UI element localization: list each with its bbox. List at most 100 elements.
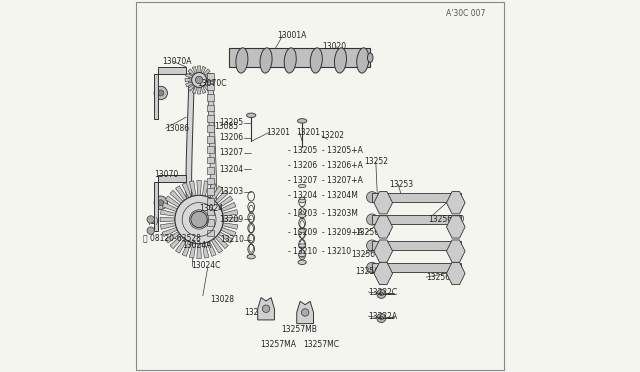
Text: 13210: 13210 — [220, 235, 244, 244]
Polygon shape — [201, 86, 206, 94]
Polygon shape — [223, 223, 238, 230]
Bar — [207, 177, 214, 184]
Circle shape — [158, 90, 164, 96]
Bar — [207, 105, 214, 111]
Bar — [229, 48, 370, 67]
Text: 13020: 13020 — [322, 42, 346, 51]
Text: 13252: 13252 — [365, 157, 388, 166]
Text: - 13203M: - 13203M — [322, 209, 358, 218]
Polygon shape — [170, 190, 183, 203]
Polygon shape — [185, 78, 192, 81]
Polygon shape — [215, 235, 228, 248]
Polygon shape — [258, 298, 275, 320]
Polygon shape — [205, 82, 212, 87]
Text: 13086: 13086 — [166, 124, 189, 133]
Text: - 13210: - 13210 — [322, 247, 351, 256]
Bar — [207, 73, 214, 80]
Circle shape — [175, 195, 223, 244]
Polygon shape — [175, 239, 187, 253]
Text: 13256+D: 13256+D — [428, 215, 464, 224]
Bar — [207, 219, 214, 226]
Polygon shape — [374, 192, 392, 214]
Text: 13201: 13201 — [266, 128, 290, 137]
Polygon shape — [162, 202, 177, 212]
Text: - 13206: - 13206 — [289, 161, 317, 170]
Circle shape — [377, 289, 386, 298]
Ellipse shape — [236, 48, 248, 73]
Text: - 13204: - 13204 — [289, 191, 317, 200]
Ellipse shape — [335, 48, 346, 73]
Polygon shape — [197, 180, 202, 195]
Text: Ⓑ 08120-63528: Ⓑ 08120-63528 — [143, 234, 201, 243]
Polygon shape — [374, 240, 392, 262]
Text: - 13207+A: - 13207+A — [322, 176, 363, 185]
Polygon shape — [211, 186, 223, 200]
Polygon shape — [161, 223, 176, 230]
Text: 13085: 13085 — [214, 122, 238, 131]
Polygon shape — [165, 232, 180, 243]
Polygon shape — [447, 216, 465, 238]
Text: - 13204M: - 13204M — [322, 191, 358, 200]
Circle shape — [195, 76, 203, 84]
Bar — [207, 230, 214, 236]
Bar — [207, 167, 214, 174]
Polygon shape — [204, 69, 210, 76]
Text: 13070A: 13070A — [162, 57, 191, 66]
Polygon shape — [165, 196, 180, 207]
Polygon shape — [204, 84, 210, 91]
Circle shape — [377, 314, 386, 323]
Text: 13205: 13205 — [220, 118, 244, 127]
Text: 13253: 13253 — [389, 180, 413, 189]
Circle shape — [191, 211, 207, 228]
Circle shape — [367, 214, 378, 225]
Polygon shape — [221, 227, 236, 237]
Circle shape — [301, 309, 309, 316]
Text: 13206: 13206 — [220, 133, 244, 142]
Polygon shape — [175, 186, 187, 200]
Polygon shape — [201, 66, 206, 74]
Polygon shape — [182, 183, 191, 198]
Text: 13257MC: 13257MC — [303, 340, 339, 349]
Text: 13222C: 13222C — [369, 288, 397, 296]
Polygon shape — [170, 235, 183, 248]
Ellipse shape — [310, 48, 323, 73]
Ellipse shape — [284, 48, 296, 73]
Polygon shape — [197, 66, 201, 73]
Bar — [207, 198, 214, 205]
Text: 13207: 13207 — [220, 148, 244, 157]
Polygon shape — [223, 217, 238, 222]
Bar — [372, 263, 461, 272]
Bar — [372, 215, 461, 224]
Polygon shape — [202, 181, 209, 196]
Circle shape — [367, 240, 378, 251]
Bar — [207, 94, 214, 101]
Text: - 13210: - 13210 — [289, 247, 317, 256]
Polygon shape — [447, 192, 465, 214]
Ellipse shape — [298, 244, 306, 247]
Ellipse shape — [260, 48, 272, 73]
Bar — [207, 188, 214, 195]
Bar — [207, 84, 214, 90]
Ellipse shape — [298, 260, 306, 264]
Polygon shape — [374, 216, 392, 238]
Polygon shape — [205, 73, 212, 78]
Polygon shape — [161, 209, 176, 216]
Text: 13024A: 13024A — [182, 241, 212, 250]
Bar — [207, 209, 214, 215]
Text: 13024C: 13024C — [191, 262, 221, 270]
Polygon shape — [182, 241, 191, 256]
Polygon shape — [207, 241, 216, 256]
Circle shape — [367, 192, 378, 203]
Polygon shape — [207, 78, 213, 81]
Text: - 13203: - 13203 — [289, 209, 317, 218]
Polygon shape — [215, 190, 228, 203]
Polygon shape — [186, 82, 193, 87]
Ellipse shape — [298, 253, 306, 257]
Bar — [372, 241, 461, 250]
Polygon shape — [186, 74, 195, 240]
Bar — [207, 146, 214, 153]
Ellipse shape — [367, 53, 373, 62]
Polygon shape — [218, 232, 233, 243]
Polygon shape — [297, 301, 314, 324]
Polygon shape — [218, 196, 233, 207]
